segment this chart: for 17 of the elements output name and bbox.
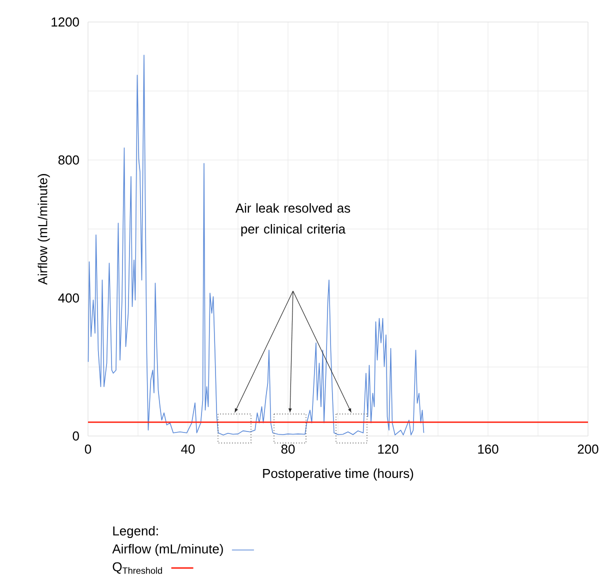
legend-label: $\mathrm{Q}_{\mathrm{Threshold}}$: [112, 562, 162, 574]
y-tick-label: 1200: [52, 17, 79, 27]
annotation: Air leak resolved as per clinical criteria: [235, 203, 350, 236]
x-tick-label: 200: [578, 444, 598, 454]
y-axis-title: Airflow (mL/minute): [38, 174, 50, 285]
x-tick-label: 40: [181, 444, 195, 454]
x-tick-label: 120: [378, 444, 398, 454]
y-tick-label: 800: [58, 155, 79, 165]
legend-title: Legend:: [113, 526, 158, 538]
line-series: [88, 54, 424, 436]
legend-label: Airflow (mL/minute): [112, 544, 223, 556]
x-tick-label: 80: [281, 444, 295, 454]
x-tick-label: 160: [478, 444, 498, 454]
x-axis-title: Postoperative time (hours): [263, 468, 414, 481]
y-tick-label: 400: [58, 293, 79, 303]
x-tick-label: 0: [84, 444, 92, 454]
y-tick-label: 0: [72, 431, 79, 441]
